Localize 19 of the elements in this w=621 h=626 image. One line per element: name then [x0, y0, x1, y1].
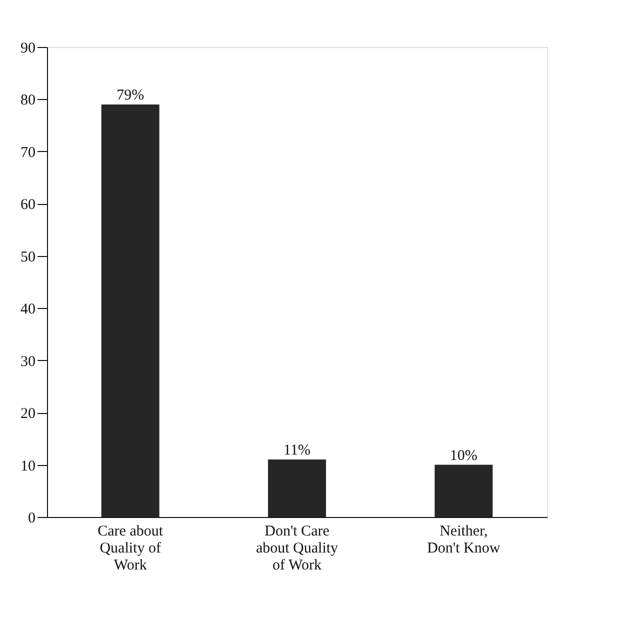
y-tick-label: 40 [20, 302, 36, 318]
y-tick-label: 20 [20, 406, 36, 422]
x-tick-label: Neither, Don't Know [427, 524, 500, 556]
y-tick-label: 50 [20, 249, 36, 266]
y-tick-label: 90 [20, 40, 36, 56]
bar [434, 464, 493, 517]
data-label: 10% [450, 448, 478, 464]
y-tick-label: 70 [20, 144, 36, 161]
y-tick-label: 0 [28, 510, 36, 526]
bar [268, 460, 326, 517]
y-tick-label: 60 [20, 197, 36, 214]
x-tick-label: Don't Care about Quality of Work [256, 524, 339, 574]
x-tick-label: Care about Quality of Work [98, 524, 164, 574]
y-tick-label: 80 [20, 92, 36, 109]
bar [101, 104, 160, 517]
y-tick-label: 30 [20, 354, 36, 370]
y-tick-label: 10 [20, 458, 36, 474]
data-label: 11% [284, 442, 310, 459]
data-label: 79% [116, 87, 144, 104]
